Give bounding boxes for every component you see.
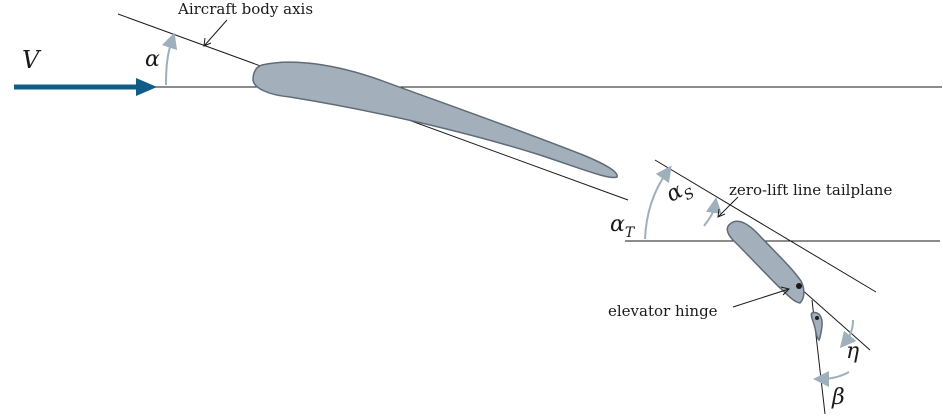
elevator-chord-line <box>799 287 871 351</box>
body-axis-leader <box>203 19 228 47</box>
elevator-hinge-leader-arrowhead <box>780 286 790 296</box>
alpha-label: α <box>145 47 160 72</box>
body-axis-leader-arrowhead <box>203 37 212 47</box>
alpha-s-label: αS <box>662 174 697 211</box>
alpha-t-angle-arc <box>644 165 672 240</box>
elevator-hinge-leader <box>732 288 790 308</box>
main-wing-airfoil <box>252 61 618 179</box>
elevator-pivot-point <box>815 316 819 320</box>
eta-angle-arc <box>839 319 857 349</box>
velocity-arrow-head <box>136 78 157 96</box>
elevator-hinge-point <box>796 283 802 289</box>
elevator-airfoil <box>810 311 823 342</box>
eta-label: η <box>846 339 859 364</box>
zero-lift-leader-arrowhead <box>717 208 726 218</box>
elevator-hinge-label: elevator hinge <box>608 302 718 320</box>
body-axis-label: Aircraft body axis <box>177 0 313 18</box>
alpha-t-label: αT <box>610 212 636 241</box>
velocity-label: V <box>22 46 42 74</box>
zero-lift-line <box>654 159 877 293</box>
alpha-s-angle-arc <box>703 197 722 227</box>
tailplane-airfoil <box>726 220 805 304</box>
alpha-angle-arc <box>161 32 178 86</box>
zero-lift-leader <box>717 196 739 218</box>
beta-label: β <box>831 385 845 410</box>
beta-angle-arc <box>813 370 850 387</box>
zero-lift-line-label: zero-lift line tailplane <box>729 181 892 199</box>
